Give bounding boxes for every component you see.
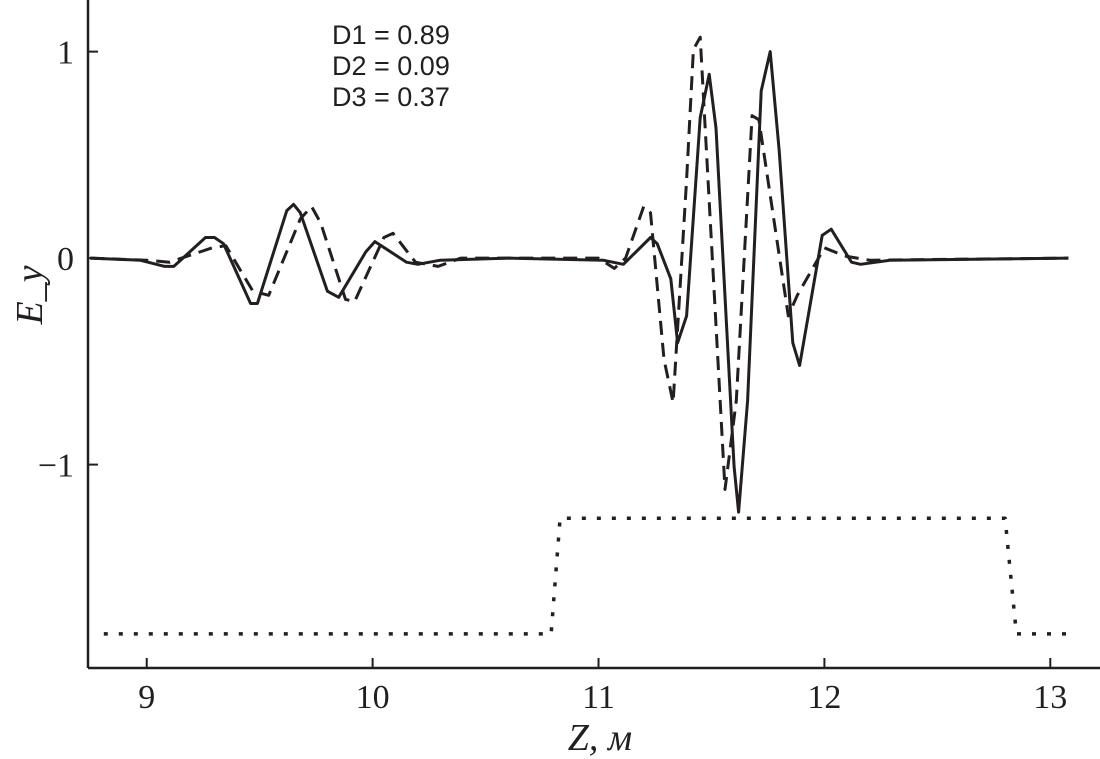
x-axis-label: Z, м <box>568 717 632 759</box>
annotation-d1: D1 = 0.89 <box>332 20 450 50</box>
series-group <box>90 35 1073 636</box>
x-tick-label: 12 <box>807 679 841 716</box>
y-axis-label: E_y <box>9 265 51 325</box>
series-line-solid <box>90 50 1069 514</box>
y-tick-label: −1 <box>38 448 74 485</box>
x-tick-label: 10 <box>356 679 390 716</box>
y-tick-label: 0 <box>57 241 74 278</box>
y-tick-label: 1 <box>57 35 74 72</box>
series-line-dashed <box>90 35 1069 491</box>
series-line-dotted <box>103 516 1073 636</box>
axes <box>86 0 1100 670</box>
x-tick-label: 13 <box>1033 679 1067 716</box>
x-tick-label: 9 <box>138 679 155 716</box>
x-tick-label: 11 <box>582 679 615 716</box>
annotation-d3: D3 = 0.37 <box>332 82 450 112</box>
annotation-d2: D2 = 0.09 <box>332 51 450 81</box>
